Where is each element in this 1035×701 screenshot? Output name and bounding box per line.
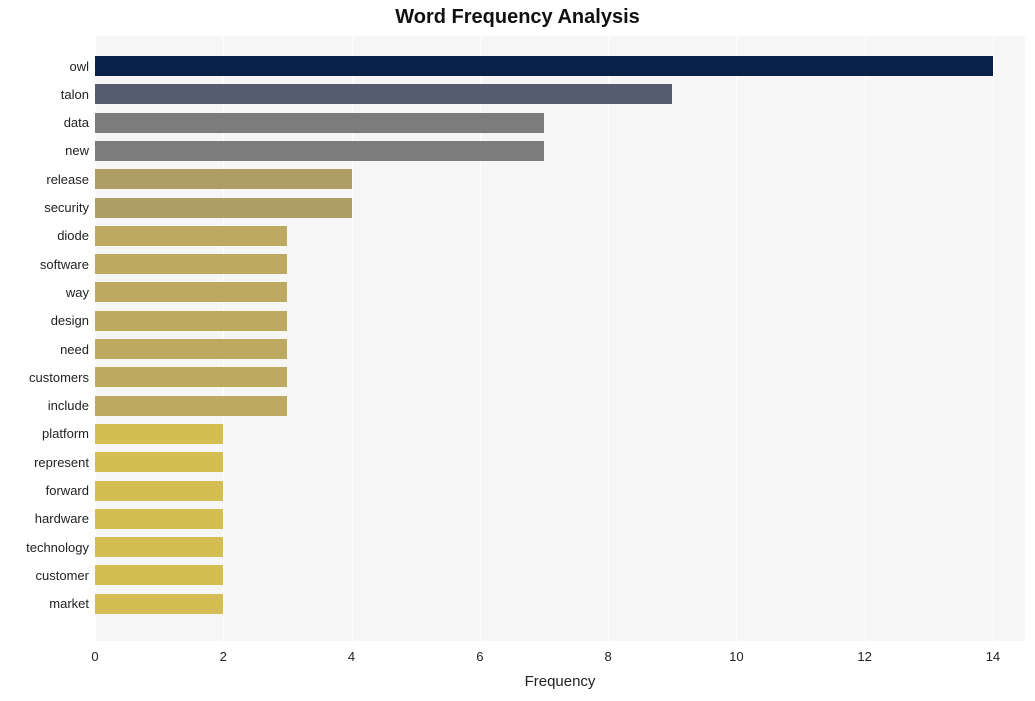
grid-line [608, 36, 609, 641]
plot-area [95, 36, 1025, 641]
bar-need [95, 339, 287, 359]
bar-diode [95, 226, 287, 246]
bar-talon [95, 84, 672, 104]
x-tick-label: 2 [220, 649, 227, 664]
bar-new [95, 141, 544, 161]
y-tick-label: way [66, 285, 89, 300]
bar-customers [95, 367, 287, 387]
bar-hardware [95, 509, 223, 529]
bar-way [95, 282, 287, 302]
y-tick-label: represent [34, 455, 89, 470]
x-tick-label: 10 [729, 649, 743, 664]
y-tick-label: security [44, 200, 89, 215]
grid-line [736, 36, 737, 641]
y-tick-label: platform [42, 426, 89, 441]
bar-platform [95, 424, 223, 444]
bar-market [95, 594, 223, 614]
x-tick-label: 14 [986, 649, 1000, 664]
y-tick-label: data [64, 115, 89, 130]
x-tick-label: 0 [91, 649, 98, 664]
chart-title: Word Frequency Analysis [0, 6, 1035, 29]
word-frequency-chart: Word Frequency Analysis Frequency owl tal… [0, 0, 1035, 701]
bar-owl [95, 56, 993, 76]
x-axis-label: Frequency [95, 673, 1025, 690]
y-tick-label: forward [46, 483, 89, 498]
grid-line [865, 36, 866, 641]
x-tick-label: 4 [348, 649, 355, 664]
y-tick-label: owl [69, 59, 89, 74]
x-tick-label: 12 [857, 649, 871, 664]
y-tick-label: new [65, 143, 89, 158]
y-tick-label: customer [36, 568, 89, 583]
y-tick-label: technology [26, 540, 89, 555]
y-tick-label: hardware [35, 511, 89, 526]
bar-represent [95, 452, 223, 472]
grid-line [993, 36, 994, 641]
y-tick-label: software [40, 257, 89, 272]
bar-software [95, 254, 287, 274]
bar-data [95, 113, 544, 133]
y-tick-label: customers [29, 370, 89, 385]
y-tick-label: release [46, 172, 89, 187]
bar-forward [95, 481, 223, 501]
bar-technology [95, 537, 223, 557]
y-tick-label: diode [57, 228, 89, 243]
x-tick-label: 6 [476, 649, 483, 664]
bar-include [95, 396, 287, 416]
bar-customer [95, 565, 223, 585]
y-tick-label: talon [61, 87, 89, 102]
x-tick-label: 8 [604, 649, 611, 664]
y-tick-label: include [48, 398, 89, 413]
y-tick-label: market [49, 596, 89, 611]
y-tick-label: design [51, 313, 89, 328]
y-tick-label: need [60, 342, 89, 357]
bar-security [95, 198, 352, 218]
bar-release [95, 169, 352, 189]
bar-design [95, 311, 287, 331]
